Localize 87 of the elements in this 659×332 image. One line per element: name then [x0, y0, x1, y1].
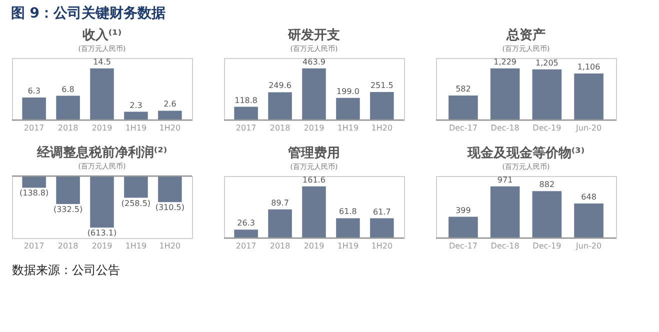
- x-tick-label: 1H19: [337, 242, 359, 250]
- data-label: (138.8): [19, 188, 49, 198]
- bar: [56, 96, 80, 120]
- x-tick-label: 2019: [304, 242, 324, 250]
- bar: [370, 92, 394, 120]
- bar: [302, 68, 326, 120]
- x-tick-label: 1H20: [159, 242, 181, 250]
- bar: [490, 186, 520, 238]
- bar: [336, 98, 360, 120]
- bar: [234, 230, 258, 238]
- x-tick-label: 1H19: [337, 124, 359, 132]
- data-label: 463.9: [302, 57, 326, 66]
- x-tick-label: 1H20: [371, 242, 393, 250]
- x-tick-label: 2017: [24, 124, 44, 132]
- data-label: 61.7: [373, 207, 391, 216]
- x-tick-label: 2018: [58, 124, 78, 132]
- source-note: 数据来源：公司公告: [12, 263, 120, 277]
- data-label: 251.5: [370, 80, 394, 90]
- chart-title: 收入⁽¹⁾: [82, 27, 122, 43]
- x-tick-label: 2017: [236, 242, 256, 250]
- x-tick-label: Dec-18: [490, 242, 520, 250]
- data-label: (310.5): [155, 203, 185, 212]
- bar: [268, 92, 292, 120]
- chart-title: 经调整息税前净利润⁽²⁾: [36, 144, 168, 160]
- bar: [448, 216, 478, 238]
- bar: [234, 106, 258, 120]
- bar: [574, 74, 604, 120]
- x-tick-label: Dec-17: [448, 124, 478, 132]
- bar: [336, 218, 360, 238]
- data-label: 89.7: [271, 198, 289, 208]
- chart-title: 现金及现金等价物⁽³⁾: [466, 146, 585, 161]
- x-tick-label: Dec-19: [532, 124, 562, 132]
- x-tick-label: 2018: [270, 242, 290, 250]
- data-label: 161.6: [302, 175, 326, 184]
- data-label: 1,106: [577, 62, 600, 72]
- data-label: 648: [581, 192, 596, 202]
- data-label: 6.3: [28, 86, 40, 96]
- x-tick-label: 2019: [304, 124, 324, 132]
- chart-title: 管理费用: [287, 146, 340, 161]
- data-label: 399: [456, 206, 471, 215]
- bar: [90, 68, 114, 120]
- x-tick-label: 1H20: [371, 124, 393, 132]
- bar: [370, 218, 394, 238]
- bar: [124, 112, 148, 120]
- data-label: 971: [497, 175, 513, 184]
- x-tick-label: 2019: [92, 124, 112, 132]
- data-label: (258.5): [121, 198, 151, 208]
- chart-title: 研发开支: [287, 28, 340, 43]
- x-tick-label: 1H20: [159, 124, 181, 132]
- bar: [268, 209, 292, 238]
- x-tick-label: 2019: [92, 242, 112, 250]
- bar: [302, 186, 326, 238]
- bar: [532, 69, 562, 120]
- data-label: 1,229: [494, 57, 517, 66]
- data-label: (332.5): [53, 205, 83, 214]
- data-label: (613.1): [87, 228, 117, 238]
- data-label: 582: [456, 84, 471, 94]
- x-tick-label: 2018: [58, 242, 78, 250]
- data-label: 1,205: [535, 58, 558, 68]
- bar: [158, 110, 182, 120]
- data-label: 2.3: [130, 100, 142, 110]
- data-label: 118.8: [234, 96, 258, 105]
- x-tick-label: Jun-20: [575, 124, 602, 132]
- x-tick-label: Jun-20: [575, 242, 602, 250]
- x-tick-label: 2017: [236, 124, 256, 132]
- data-label: 199.0: [336, 86, 360, 96]
- x-tick-label: 2018: [270, 124, 290, 132]
- bar: [490, 68, 520, 120]
- x-tick-label: 1H19: [125, 124, 147, 132]
- x-tick-label: Dec-19: [532, 242, 562, 250]
- bar: [574, 204, 604, 238]
- x-tick-label: Dec-18: [490, 124, 520, 132]
- bar: [22, 98, 46, 120]
- data-label: 882: [539, 180, 555, 190]
- data-label: 26.3: [237, 218, 255, 228]
- x-tick-label: 2017: [24, 242, 44, 250]
- x-tick-label: 1H19: [125, 242, 147, 250]
- data-label: 14.5: [93, 57, 111, 66]
- bar: [532, 191, 562, 238]
- x-tick-label: Dec-17: [448, 242, 478, 250]
- data-label: 2.6: [164, 100, 176, 109]
- chart-title: 总资产: [506, 27, 546, 43]
- data-label: 6.8: [62, 84, 74, 94]
- data-label: 249.6: [268, 81, 292, 90]
- data-label: 61.8: [339, 207, 357, 216]
- caption: 图 9：公司关键财务数据: [10, 4, 166, 22]
- bar: [448, 96, 478, 120]
